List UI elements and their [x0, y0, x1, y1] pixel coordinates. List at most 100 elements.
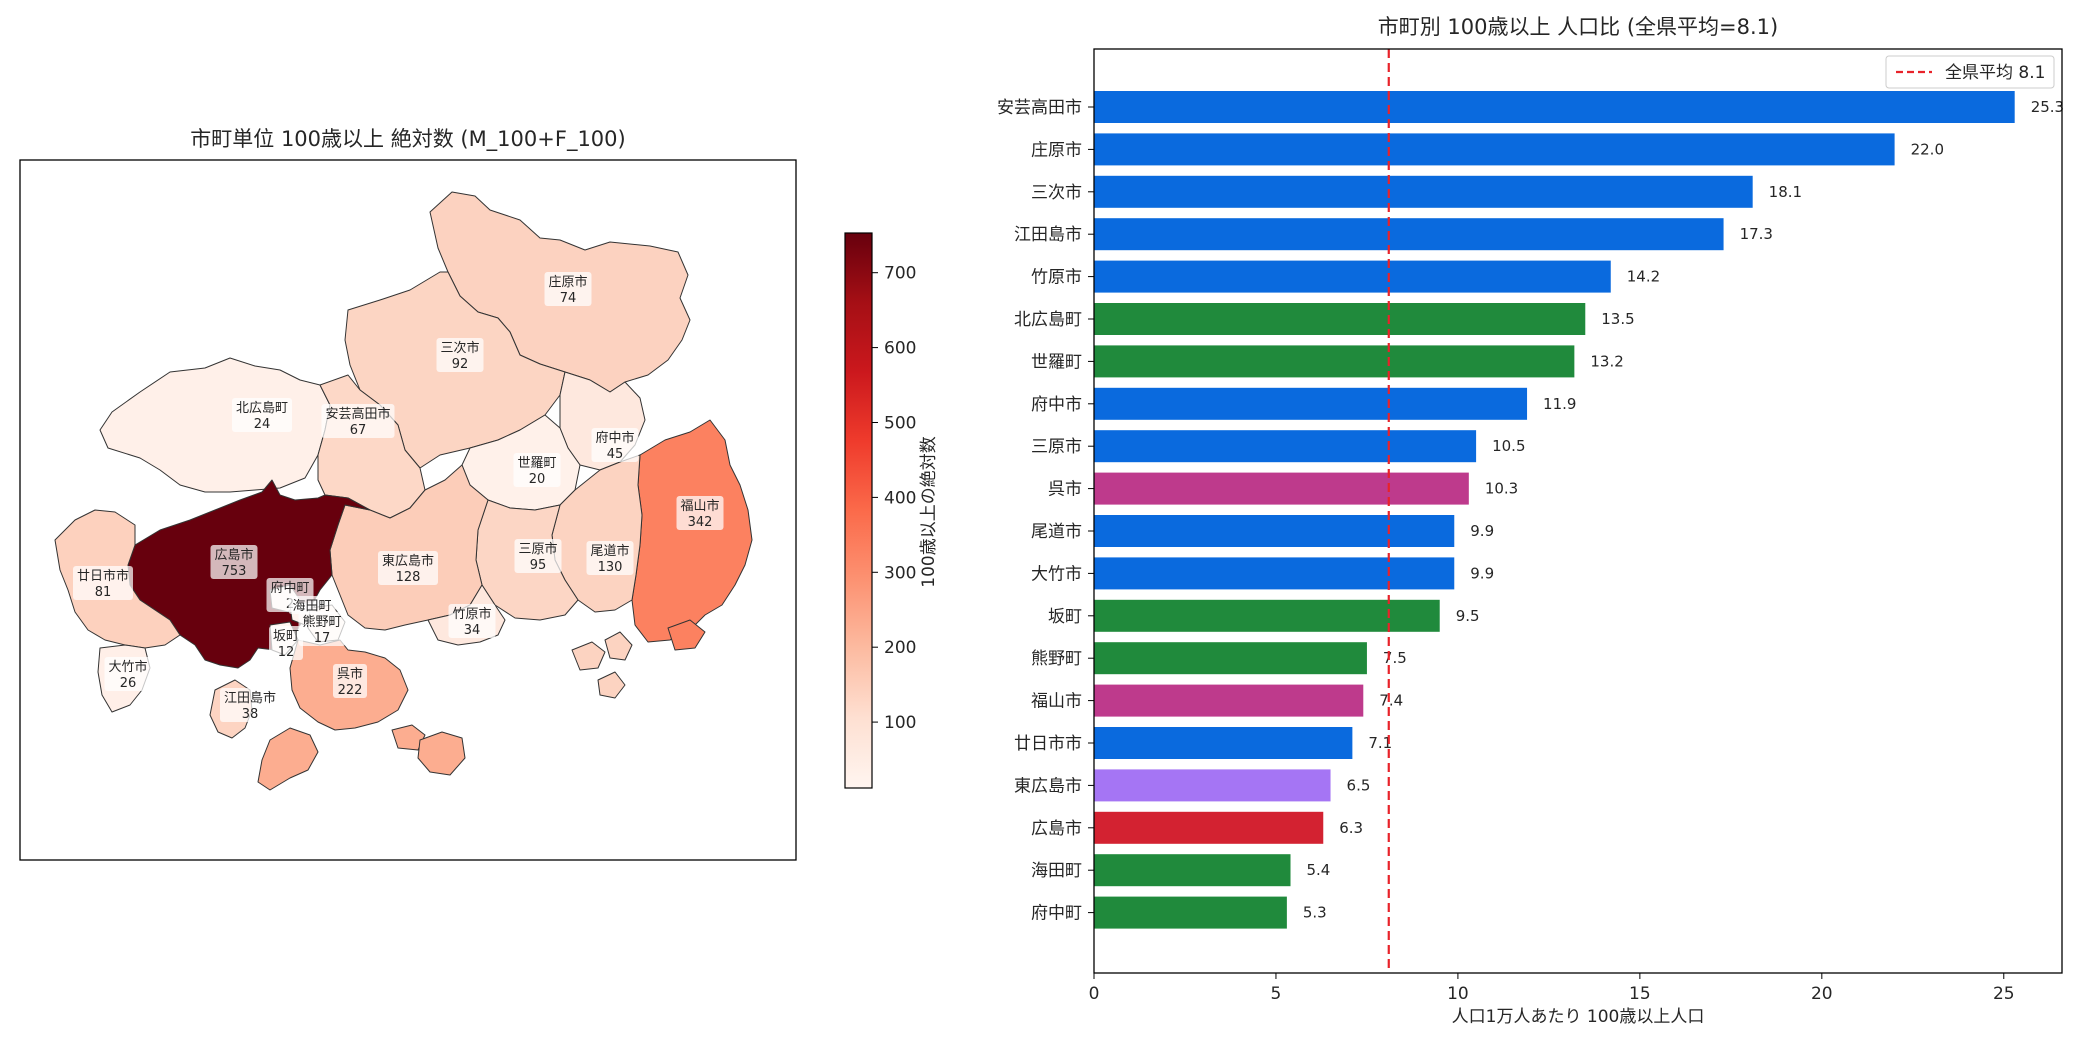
category-label: 東広島市	[1014, 776, 1082, 796]
bar-7	[1094, 387, 1528, 420]
category-label: 江田島市	[1014, 225, 1082, 245]
bar-17	[1094, 811, 1324, 844]
x-axis-ticks: 0 5 10 15 20 25	[1089, 973, 2015, 1004]
bar-4	[1094, 260, 1611, 293]
map-label-bg	[321, 404, 395, 438]
value-label: 9.9	[1470, 522, 1494, 540]
legend: 全県平均 8.1	[1885, 55, 2055, 89]
region-kitahiroshima	[99, 357, 331, 493]
map-label-name: 呉市	[337, 666, 363, 682]
map-label-bg	[298, 612, 346, 646]
value-label: 5.3	[1303, 904, 1327, 922]
map-label-bg	[210, 545, 258, 579]
map-label-name: 北広島町	[236, 401, 288, 416]
map-label-name: 坂町	[273, 629, 299, 644]
category-label: 呉市	[1048, 480, 1082, 500]
map-label-value: 38	[242, 707, 259, 722]
value-label: 5.4	[1307, 861, 1331, 879]
x-tick-label: 15	[1629, 984, 1651, 1004]
map-label-value: 45	[607, 447, 624, 462]
bar-19	[1094, 896, 1287, 929]
value-label: 13.2	[1590, 352, 1623, 370]
map-label-bg	[448, 604, 496, 638]
chart-title: 市町別 100歳以上 人口比 (全県平均=8.1)	[1378, 15, 1779, 39]
category-label: 広島市	[1031, 819, 1082, 839]
map-label-value: 34	[464, 623, 481, 638]
map-label-bg	[514, 539, 562, 573]
map-title: 市町単位 100歳以上 絶対数 (M_100+F_100)	[190, 127, 625, 152]
map-label-bg	[544, 272, 592, 306]
map-label-bg	[73, 566, 133, 600]
category-label: 安芸高田市	[997, 98, 1082, 118]
region-kure-island3	[417, 731, 466, 776]
legend-box	[1885, 55, 2055, 89]
bar-6	[1094, 345, 1575, 378]
colorbar-tick-label: 200	[884, 638, 916, 658]
x-tick-label: 25	[1993, 984, 2015, 1004]
category-label: 三原市	[1031, 437, 1082, 457]
bar-13	[1094, 642, 1367, 675]
value-label: 10.5	[1492, 437, 1525, 455]
value-label: 9.5	[1456, 607, 1480, 625]
value-label: 6.3	[1339, 819, 1363, 837]
category-label: 尾道市	[1031, 522, 1082, 542]
bar-0	[1094, 91, 2015, 123]
colorbar-label: 100歳以上の絶対数	[919, 436, 939, 587]
x-tick-label: 5	[1271, 984, 1282, 1004]
map-label-value: 92	[452, 357, 469, 372]
value-label: 14.2	[1627, 268, 1660, 286]
x-tick-label: 10	[1447, 984, 1469, 1004]
value-label: 6.5	[1347, 776, 1371, 794]
category-label: 坂町	[1048, 607, 1082, 627]
map-label-name: 府中市	[595, 430, 634, 446]
map-label-name: 安芸高田市	[325, 406, 390, 422]
value-label: 11.9	[1543, 395, 1576, 413]
map-label-bg	[513, 453, 561, 487]
value-label: 17.3	[1740, 225, 1773, 243]
colorbar	[844, 232, 873, 789]
value-label: 13.5	[1601, 310, 1634, 328]
map-label-bg	[378, 551, 438, 585]
chart-frame	[1093, 48, 2063, 974]
value-label: 10.3	[1485, 480, 1518, 498]
map-label-name: 府中町	[270, 581, 309, 596]
region-kure-island	[257, 727, 319, 791]
x-tick-label: 20	[1811, 984, 1833, 1004]
colorbar-tick-label: 500	[884, 413, 916, 433]
category-label: 竹原市	[1031, 268, 1082, 288]
map-label-name: 尾道市	[590, 543, 629, 559]
category-label: 海田町	[1031, 861, 1082, 881]
map-label-value: 95	[530, 558, 547, 573]
value-label: 7.4	[1379, 692, 1403, 710]
map-label-value: 222	[338, 683, 363, 698]
map-label-bg	[220, 688, 280, 722]
category-label: 世羅町	[1031, 352, 1082, 372]
map-label-name: 海田町	[292, 599, 331, 614]
map-label-value: 67	[350, 423, 367, 438]
map-label-bg	[232, 398, 292, 432]
bar-11	[1094, 557, 1455, 590]
bar-series	[1094, 91, 2015, 929]
map-label-name: 東広島市	[382, 553, 434, 569]
bar-2	[1094, 175, 1753, 208]
bar-3	[1094, 218, 1724, 251]
map-label-name: 庄原市	[548, 274, 587, 290]
map-label-name: 世羅町	[517, 456, 556, 471]
map-label-name: 大竹市	[108, 659, 147, 675]
colorbar-ticks: 100 200 300 400 500 600 700	[872, 264, 916, 733]
map-label-name: 三次市	[440, 340, 479, 356]
bar-15	[1094, 727, 1353, 759]
map-label-name: 熊野町	[302, 614, 341, 630]
bar-5	[1094, 303, 1586, 335]
category-label: 三次市	[1031, 183, 1082, 203]
